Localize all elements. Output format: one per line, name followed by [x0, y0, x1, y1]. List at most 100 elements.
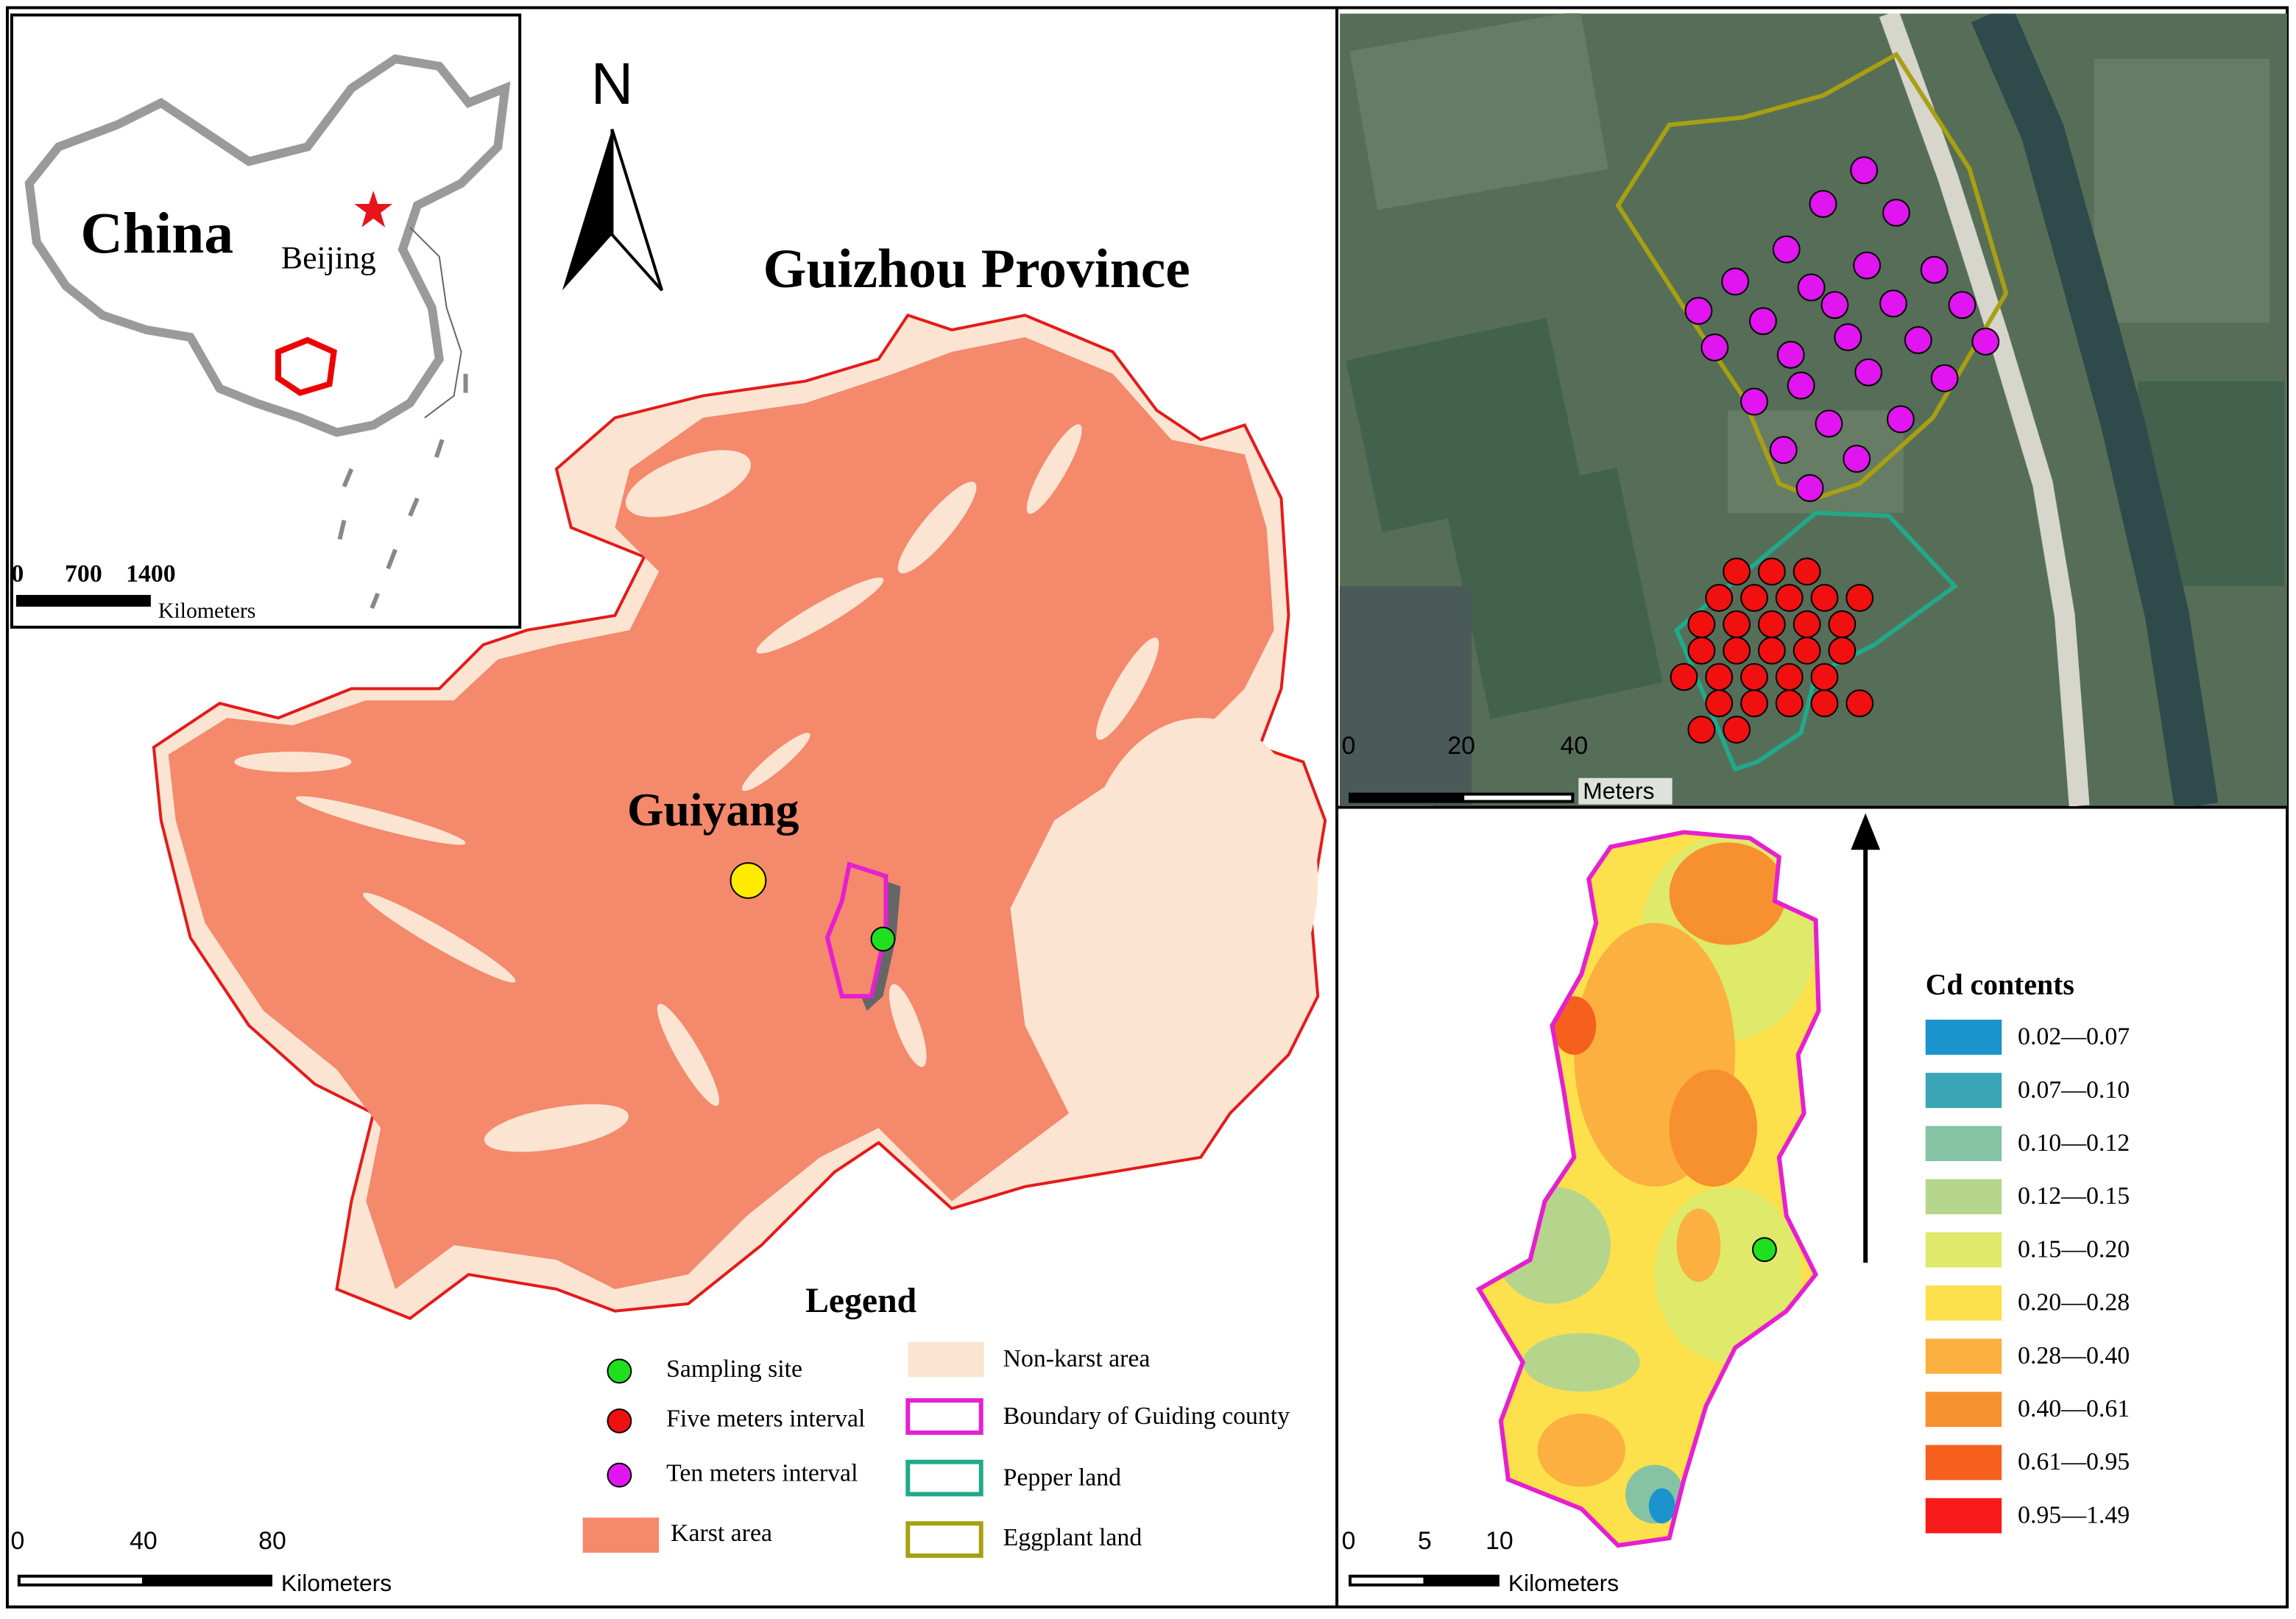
- scale-bar: [20, 1577, 142, 1584]
- legend-symbol: [582, 1517, 660, 1553]
- scale-tick: 0: [10, 1527, 24, 1555]
- sample-point: [1828, 636, 1857, 665]
- sample-point: [1810, 689, 1839, 718]
- legend-symbol: [607, 1408, 632, 1433]
- legend-symbol: [607, 1462, 632, 1488]
- sample-point: [1882, 199, 1910, 227]
- legend-label: Ten meters interval: [666, 1459, 858, 1486]
- legend-title: Legend: [805, 1281, 916, 1320]
- sample-point: [1845, 584, 1874, 612]
- scale-bar: [15, 595, 151, 607]
- north-label: N: [591, 51, 633, 116]
- legend-label: Pepper land: [1003, 1464, 1122, 1491]
- city-label: Guiyang: [627, 783, 799, 836]
- cd-class-label: 0.07—0.10: [2018, 1076, 2130, 1104]
- cd-class-swatch: [1925, 1126, 2002, 1162]
- sample-point: [1687, 636, 1716, 665]
- cd-class-swatch: [1925, 1179, 2002, 1215]
- cd-class-swatch: [1925, 1498, 2002, 1534]
- beijing-label: Beijing: [281, 241, 376, 276]
- cd-class-label: 0.61—0.95: [2018, 1448, 2130, 1475]
- legend-label: Sampling site: [666, 1355, 802, 1383]
- sample-point: [1740, 663, 1768, 691]
- scale-tick: 10: [1486, 1527, 1513, 1555]
- scale-bar: [1464, 795, 1572, 800]
- sample-point: [1930, 364, 1959, 392]
- legend-label: Five meters interval: [666, 1405, 865, 1433]
- satellite-image: [1340, 13, 2288, 806]
- scale-tick: 20: [1447, 732, 1475, 760]
- sample-point: [1772, 235, 1801, 264]
- scale-tick: 0: [1342, 1527, 1356, 1555]
- sample-point: [1684, 297, 1713, 325]
- sample-point: [1740, 584, 1768, 612]
- scale-tick: 80: [258, 1527, 286, 1555]
- sample-point: [1792, 557, 1821, 586]
- china-label: China: [80, 201, 233, 266]
- coastline: [409, 227, 462, 419]
- sample-point: [1757, 557, 1786, 586]
- islands: [337, 373, 468, 610]
- north-arrow: N: [562, 51, 663, 292]
- sample-point: [1687, 610, 1716, 638]
- china-inset: China Beijing 0 700 1400 Kilometers: [11, 54, 511, 623]
- sample-point: [1787, 371, 1815, 400]
- five-meter-points: [1670, 557, 1874, 744]
- sample-point: [1853, 251, 1882, 280]
- county-scale: 0 5 10 Kilometers: [1342, 1527, 1619, 1596]
- scale-bar: [1349, 792, 1575, 803]
- sample-point: [1920, 255, 1949, 284]
- sample-point: [1769, 436, 1798, 465]
- scale-tick: 40: [1561, 732, 1589, 760]
- non-karst-patches: [234, 424, 1318, 1152]
- sample-point: [1723, 636, 1751, 665]
- legend-symbol: [607, 1358, 632, 1384]
- cd-class-swatch: [1925, 1445, 2002, 1481]
- sample-point: [1757, 636, 1786, 665]
- legend-symbol: [905, 1459, 983, 1497]
- scale-tick: 5: [1418, 1527, 1432, 1555]
- legend-symbol: [905, 1398, 983, 1435]
- sample-point: [1775, 584, 1804, 612]
- sample-point: [1670, 663, 1698, 691]
- sample-point: [1820, 291, 1849, 320]
- sample-point: [1723, 716, 1751, 744]
- sample-point: [1705, 584, 1734, 612]
- sample-point: [1757, 610, 1786, 638]
- sample-point: [1971, 328, 2000, 356]
- label-backdrop: [1578, 777, 1672, 805]
- beijing-star: [354, 191, 393, 227]
- inset-frame: [10, 13, 522, 629]
- sample-point: [1795, 473, 1824, 502]
- cd-legend: Cd contents 0.02—0.07 0.07—0.10 0.10—0.12 0…: [1925, 968, 2130, 1534]
- pointer-arrow: [1851, 813, 1881, 1263]
- sample-point: [1687, 716, 1716, 744]
- cd-class-label: 0.95—1.49: [2018, 1501, 2130, 1528]
- sample-point: [1721, 267, 1750, 296]
- scale-unit: Kilometers: [1508, 1570, 1619, 1596]
- sample-point: [1775, 689, 1804, 718]
- sample-point: [1797, 273, 1826, 302]
- cd-class-swatch: [1925, 1392, 2002, 1428]
- sample-point: [1810, 663, 1839, 691]
- cd-class-label: 0.02—0.07: [2018, 1023, 2130, 1051]
- sample-point: [1740, 387, 1768, 416]
- scale-unit: Meters: [1583, 777, 1654, 804]
- legend-label: Eggplant land: [1003, 1524, 1142, 1551]
- sample-point: [1845, 689, 1874, 718]
- sample-point: [1810, 584, 1839, 612]
- main-legend: Legend Sampling site Five meters interva…: [582, 1281, 1290, 1558]
- cd-class-label: 0.12—0.15: [2018, 1182, 2130, 1210]
- sample-point: [1705, 663, 1734, 691]
- sample-point: [1850, 156, 1879, 185]
- legend-label: Non-karst area: [1003, 1345, 1151, 1372]
- sample-point: [1792, 610, 1821, 638]
- sample-point: [1723, 610, 1751, 638]
- scale-tick: 40: [130, 1527, 158, 1555]
- sample-point: [1775, 663, 1804, 691]
- province-title: Guizhou Province: [763, 239, 1190, 300]
- scale-unit: Kilometers: [158, 599, 256, 623]
- cd-class-swatch: [1925, 1232, 2002, 1268]
- cd-class-label: 0.28—0.40: [2018, 1342, 2130, 1369]
